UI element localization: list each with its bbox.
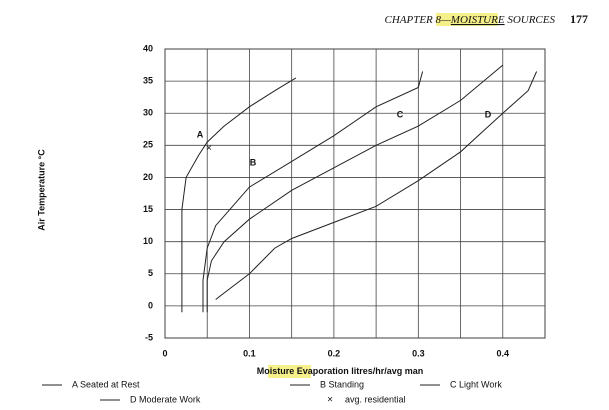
page-number: 177 (570, 12, 588, 26)
legend-marker: × (327, 395, 333, 406)
y-tick-label: 20 (143, 172, 153, 182)
y-tick-label: 5 (148, 268, 153, 278)
marker: × (206, 143, 212, 154)
x-tick-label: 0 (162, 348, 167, 358)
y-axis-label: Air Temperature °C (36, 149, 46, 231)
page-header: CHAPTER 8—MOISTURE SOURCES (384, 14, 555, 26)
legend-label: D Moderate Work (130, 394, 201, 404)
header-part: MOISTURE (450, 14, 505, 26)
series-line (206, 64, 504, 313)
y-tick-label: 0 (148, 300, 153, 310)
series-line (181, 77, 297, 313)
legend-label: C Light Work (450, 379, 502, 389)
series-line (202, 71, 424, 313)
x-axis-label-group: Moisture Evaporation litres/hr/avg man (257, 365, 424, 378)
x-tick-label: 0.1 (243, 348, 256, 358)
y-tick-label: 10 (143, 236, 153, 246)
series-line (215, 71, 538, 300)
y-tick-label: 35 (143, 75, 153, 85)
header-part: SOURCES (505, 14, 556, 26)
curve-label: C (397, 109, 404, 119)
curve-label: A (197, 129, 204, 139)
x-tick-label: 0.3 (412, 348, 425, 358)
y-tick-label: 30 (143, 108, 153, 118)
x-label-part: Evaporation litres/hr/avg man (294, 366, 423, 376)
x-axis-label: Moisture Evaporation litres/hr/avg man (257, 366, 424, 376)
highlight (436, 13, 498, 26)
curve-label: D (485, 109, 492, 119)
x-label-part: Moisture (257, 366, 295, 376)
y-tick-label: 25 (143, 140, 153, 150)
header-part: CHAPTER 8— (384, 14, 451, 26)
x-tick-label: 0.2 (328, 348, 341, 358)
y-tick-label: 15 (143, 204, 153, 214)
legend-label: avg. residential (345, 394, 406, 404)
x-tick-label: 0.4 (497, 348, 510, 358)
legend-label: B Standing (320, 379, 364, 389)
highlight (268, 365, 311, 378)
legend-label: A Seated at Rest (72, 379, 140, 389)
y-tick-label: 40 (143, 43, 153, 53)
curve-label: B (250, 157, 257, 167)
y-tick-label: -5 (145, 332, 153, 342)
